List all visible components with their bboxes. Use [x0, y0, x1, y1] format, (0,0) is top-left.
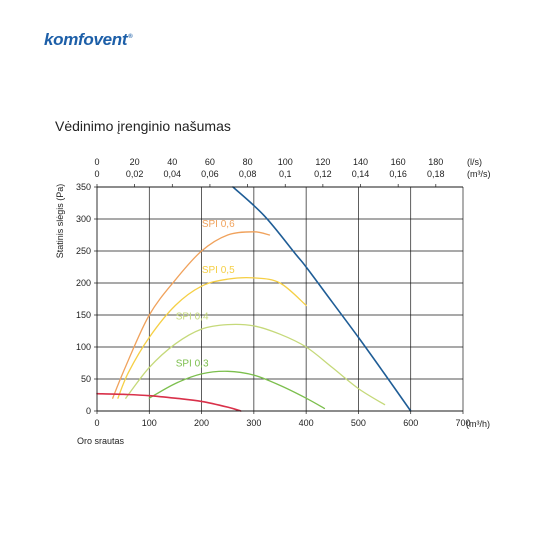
- y-tick-label: 100: [76, 342, 91, 352]
- top-m3s-tick-label: 0,12: [314, 169, 332, 179]
- y-tick-label: 300: [76, 214, 91, 224]
- series-label: SPI 0,4: [176, 312, 209, 323]
- top-ls-tick-label: 40: [167, 157, 177, 167]
- top-m3s-tick-label: 0: [94, 169, 99, 179]
- top-ls-tick-label: 60: [205, 157, 215, 167]
- x-axis-unit: (m³/h): [466, 419, 490, 429]
- curve-spi-0-5: [117, 276, 307, 399]
- top-ls-tick-label: 100: [278, 157, 293, 167]
- grid: [97, 186, 464, 411]
- y-tick-label: 350: [76, 182, 91, 192]
- labels: Statinis slėgis (Pa) Oro srautas (m³/h) …: [55, 157, 491, 446]
- top-m3s-tick-label: 0,02: [126, 169, 144, 179]
- duct-curve: [96, 392, 242, 412]
- top-m3s-tick-label: 0,08: [239, 169, 257, 179]
- top-ls-tick-label: 140: [353, 157, 368, 167]
- top-ls-tick-label: 180: [428, 157, 443, 167]
- x-axis-label: Oro srautas: [77, 436, 125, 446]
- y-axis-label: Statinis slėgis (Pa): [55, 184, 65, 259]
- brand-name: komfovent: [44, 30, 128, 49]
- chart-title: Vėdinimo įrenginio našumas: [55, 118, 231, 134]
- fan-curve: [232, 186, 412, 412]
- y-tick-label: 150: [76, 310, 91, 320]
- top-axis-m3s-unit: (m³/s): [467, 169, 491, 179]
- axes: [94, 184, 464, 414]
- x-tick-label: 0: [94, 418, 99, 428]
- y-tick-label: 250: [76, 246, 91, 256]
- y-tick-label: 50: [81, 374, 91, 384]
- y-tick-label: 0: [86, 406, 91, 416]
- top-m3s-tick-label: 0,04: [164, 169, 182, 179]
- x-tick-label: 300: [246, 418, 261, 428]
- x-tick-label: 700: [455, 418, 470, 428]
- top-ls-tick-label: 120: [315, 157, 330, 167]
- top-m3s-tick-label: 0,1: [279, 169, 292, 179]
- top-axis-ls-unit: (l/s): [467, 157, 482, 167]
- y-tick-label: 200: [76, 278, 91, 288]
- series-curves: [96, 186, 412, 412]
- top-m3s-tick-label: 0,16: [389, 169, 407, 179]
- top-m3s-tick-label: 0,14: [352, 169, 370, 179]
- x-tick-label: 500: [351, 418, 366, 428]
- curve-spi-0-6: [112, 231, 271, 399]
- top-m3s-tick-label: 0,18: [427, 169, 445, 179]
- series-label: SPI 0,3: [176, 358, 209, 369]
- curve-spi-0-3: [148, 370, 326, 410]
- curve-spi-0-4: [125, 323, 386, 406]
- series-label: SPI 0,6: [202, 219, 235, 230]
- top-ls-tick-label: 20: [130, 157, 140, 167]
- x-tick-label: 600: [403, 418, 418, 428]
- x-tick-label: 100: [142, 418, 157, 428]
- x-tick-label: 400: [299, 418, 314, 428]
- brand-logo: komfovent®: [44, 30, 133, 50]
- top-ls-tick-label: 160: [391, 157, 406, 167]
- top-ls-tick-label: 0: [94, 157, 99, 167]
- top-m3s-tick-label: 0,06: [201, 169, 219, 179]
- registered-mark: ®: [128, 34, 133, 41]
- x-tick-label: 200: [194, 418, 209, 428]
- top-ls-tick-label: 80: [243, 157, 253, 167]
- series-label: SPI 0,5: [202, 265, 235, 276]
